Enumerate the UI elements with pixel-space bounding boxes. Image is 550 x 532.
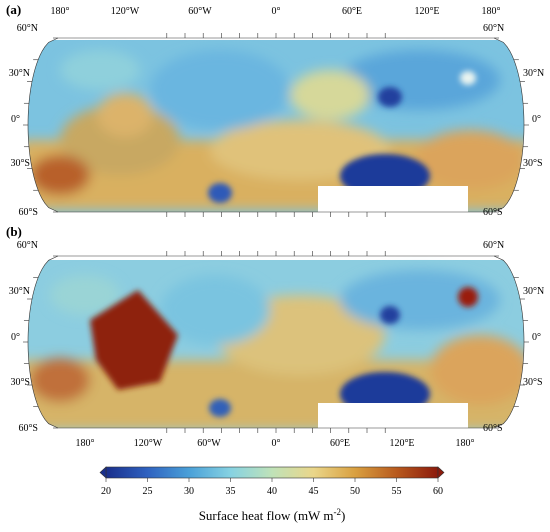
lat-label-30n-left-a: 30°N (9, 68, 30, 79)
colorbar-min-extend (99, 466, 107, 479)
colorbar-tick-labels: 20 25 30 35 40 45 50 55 60 (101, 486, 443, 497)
colorbar-tick-label: 40 (267, 486, 277, 497)
map-panel-b: (b) 60°N 30°N (6, 224, 544, 449)
lat-label-60n-right-a: 60°N (483, 23, 504, 34)
lat-label-30s-right-b: 30°S (523, 377, 543, 388)
lat-label-30s-left-a: 30°S (10, 158, 30, 169)
heat-flow-field-a (28, 40, 524, 212)
lat-label-30n-left-b: 30°N (9, 286, 30, 297)
lat-label-60n-left-b: 60°N (17, 240, 38, 251)
lon-label-120e-b: 120°E (389, 438, 414, 449)
colorbar-title-main: Surface heat flow (mW m (199, 508, 334, 523)
lon-label-60e-b: 60°E (330, 438, 350, 449)
colorbar-max-extend (437, 466, 445, 479)
lat-label-30s-left-b: 30°S (10, 377, 30, 388)
colorbar-title: Surface heat flow (mW m-2) (199, 507, 346, 523)
lon-label-60w-a: 60°W (188, 6, 212, 17)
lat-label-60s-left-b: 60°S (18, 423, 38, 434)
lon-label-120e-a: 120°E (414, 6, 439, 17)
colorbar-title-end: ) (341, 508, 345, 523)
lat-label-30n-right-b: 30°N (523, 286, 544, 297)
colorbar-tick-label: 35 (226, 486, 236, 497)
graticule-ticks-b (23, 251, 529, 433)
lat-label-30s-right-a: 30°S (523, 158, 543, 169)
lon-label-120w-a: 120°W (111, 6, 140, 17)
colorbar-title-exponent: -2 (333, 507, 341, 517)
colorbar-tick-label: 20 (101, 486, 111, 497)
lon-label-180-east-b: 180° (456, 438, 475, 449)
lat-label-60n-right-b: 60°N (483, 240, 504, 251)
colorbar-gradient (105, 466, 439, 479)
lon-label-180-east-a: 180° (482, 6, 501, 17)
graticule-ticks-a (23, 33, 529, 217)
lat-label-60s-right-b: 60°S (483, 423, 503, 434)
map-panel-a: (a) (6, 2, 544, 218)
lat-label-60s-left-a: 60°S (18, 207, 38, 218)
lon-label-60w-b: 60°W (197, 438, 221, 449)
lon-label-60e-a: 60°E (342, 6, 362, 17)
lat-label-60s-right-a: 60°S (483, 207, 503, 218)
colorbar-tick-label: 30 (184, 486, 194, 497)
colorbar-tick-label: 55 (392, 486, 402, 497)
lon-label-180-west-a: 180° (51, 6, 70, 17)
lat-label-0-left-b: 0° (11, 332, 20, 343)
panel-label-a: (a) (6, 2, 21, 17)
colorbar-tick-label: 60 (433, 486, 443, 497)
longitude-labels-a: 180° 120°W 60°W 0° 60°E 120°E 180° (51, 6, 501, 17)
lat-label-0-right-b: 0° (532, 332, 541, 343)
latitude-labels-right-b: 60°N 30°N 0° 30°S 60°S (483, 240, 544, 434)
colorbar-tick-label: 25 (143, 486, 153, 497)
latitude-labels-right-a: 60°N 30°N 0° 30°S 60°S (483, 23, 544, 218)
lat-label-0-left-a: 0° (11, 114, 20, 125)
latitude-labels-left-a: 60°N 30°N 0° 30°S 60°S (9, 23, 38, 218)
colorbar-tick-label: 50 (350, 486, 360, 497)
colorbar: 20 25 30 35 40 45 50 55 60 Surface heat … (99, 466, 445, 523)
colorbar-tick-marks (105, 478, 439, 482)
lat-label-30n-right-a: 30°N (523, 68, 544, 79)
lat-label-0-right-a: 0° (532, 114, 541, 125)
lon-label-0-b: 0° (272, 438, 281, 449)
longitude-labels-b: 180° 120°W 60°W 0° 60°E 120°E 180° (76, 438, 475, 449)
heat-flow-field-b (28, 260, 524, 428)
lat-label-60n-left-a: 60°N (17, 23, 38, 34)
lon-label-180-west-b: 180° (76, 438, 95, 449)
lon-label-120w-b: 120°W (134, 438, 163, 449)
lon-label-0-a: 0° (272, 6, 281, 17)
panel-label-b: (b) (6, 224, 22, 239)
latitude-labels-left-b: 60°N 30°N 0° 30°S 60°S (9, 240, 38, 434)
colorbar-tick-label: 45 (309, 486, 319, 497)
